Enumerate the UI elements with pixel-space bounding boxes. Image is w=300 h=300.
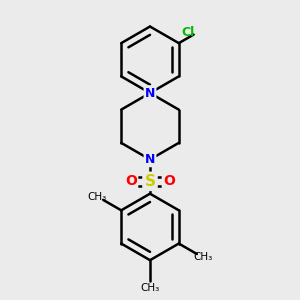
Text: CH₃: CH₃ — [193, 252, 212, 262]
Text: S: S — [145, 174, 155, 189]
Text: O: O — [163, 174, 175, 188]
Text: N: N — [145, 153, 155, 166]
Text: CH₃: CH₃ — [140, 283, 160, 293]
Text: N: N — [145, 86, 155, 100]
Text: CH₃: CH₃ — [88, 191, 107, 202]
Text: O: O — [125, 174, 137, 188]
Text: Cl: Cl — [181, 26, 194, 39]
